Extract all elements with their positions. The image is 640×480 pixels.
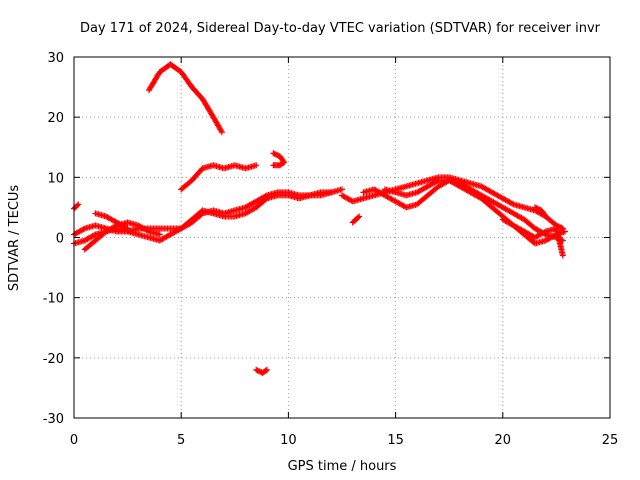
data-point	[328, 189, 335, 196]
data-points	[71, 61, 568, 376]
data-point	[75, 201, 82, 208]
y-tick-label: -20	[43, 352, 64, 367]
data-point	[559, 252, 566, 259]
y-axis-label: SDTVAR / TECUs	[7, 185, 22, 292]
data-point	[356, 213, 363, 220]
y-tick-label: 20	[47, 111, 64, 126]
data-point	[559, 225, 566, 232]
y-tick-label: -10	[43, 292, 64, 307]
data-point	[144, 227, 151, 234]
data-point	[541, 229, 548, 236]
data-point	[253, 162, 260, 169]
series-arc-15	[531, 204, 549, 220]
series-arc-14	[499, 216, 566, 259]
x-tick-label: 15	[387, 433, 404, 448]
y-tick-label: -30	[43, 412, 64, 427]
series-arc-13	[349, 213, 363, 226]
x-tick-label: 5	[177, 433, 185, 448]
data-point	[270, 162, 277, 169]
data-point	[542, 213, 549, 220]
series-arc-8	[253, 366, 270, 376]
data-point	[74, 202, 81, 209]
data-point	[80, 226, 87, 233]
data-point	[339, 186, 345, 193]
data-point	[434, 178, 441, 185]
series-arc-10	[339, 174, 566, 232]
series-arc-7	[178, 162, 260, 193]
data-point	[541, 212, 548, 219]
data-point	[561, 228, 568, 235]
grid-lines	[74, 57, 610, 418]
series-arc-6	[146, 61, 225, 136]
series-arc-5	[92, 210, 131, 232]
data-point	[124, 225, 131, 232]
x-tick-label: 10	[280, 433, 297, 448]
y-tick-label: 10	[47, 171, 64, 186]
chart-title: Day 171 of 2024, Sidereal Day-to-day VTE…	[80, 21, 601, 36]
series-arc-12	[381, 177, 568, 247]
data-point	[509, 200, 516, 207]
data-point	[218, 129, 225, 136]
series-arc-9	[270, 150, 288, 169]
data-point	[123, 224, 130, 231]
y-axis: -30 -20 -10 0 10 20 30	[43, 51, 610, 427]
x-tick-label: 25	[602, 433, 619, 448]
data-point	[262, 367, 269, 374]
x-tick-label: 20	[495, 433, 512, 448]
data-point	[355, 214, 362, 221]
data-point	[263, 366, 270, 373]
y-tick-label: 0	[56, 232, 64, 247]
x-tick-label: 0	[70, 433, 78, 448]
x-axis: 0 5 10 15 20 25	[70, 57, 618, 448]
data-point	[91, 232, 98, 239]
data-point	[156, 231, 163, 238]
x-axis-label: GPS time / hours	[288, 459, 397, 474]
series-arc-3	[71, 201, 82, 212]
y-tick-label: 30	[47, 51, 64, 66]
data-point	[218, 127, 225, 134]
